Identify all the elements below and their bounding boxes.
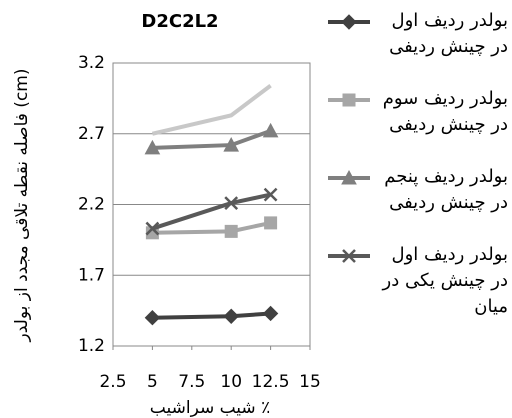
marker: [264, 216, 278, 230]
legend-marker: [342, 249, 356, 263]
marker: [223, 137, 240, 152]
marker: [224, 196, 239, 210]
x-tick-label: 2.5: [99, 372, 126, 392]
legend-label: بولدر ردیف اول در چینش یکی در میان: [382, 244, 508, 317]
x-tick-label: 12.5: [252, 372, 290, 392]
marker: [263, 187, 278, 202]
y-axis-label: فاصله نقطه تلاقی مجدد از بولدر (cm): [12, 69, 32, 343]
legend-label: بولدر ردیف اول در چینش ردیفی: [389, 10, 508, 57]
x-tick-label: 7.5: [178, 372, 205, 392]
series-line: [152, 311, 271, 320]
marker: [262, 305, 279, 322]
x-tick-label: 15: [299, 372, 321, 392]
marker: [144, 139, 161, 155]
marker: [224, 224, 238, 238]
legend-marker: [341, 169, 357, 185]
marker: [144, 309, 161, 326]
marker: [262, 122, 279, 138]
x-axis-label: شیب سراشیب ٪: [150, 398, 270, 418]
legend-label: بولدر ردیف سوم در چینش ردیفی: [382, 88, 508, 135]
legend-marker: [341, 14, 357, 30]
x-tick-label: 10: [220, 372, 242, 392]
y-tick-label: 1.2: [78, 336, 105, 356]
series-line: [151, 192, 272, 231]
x-tick-label: 5: [147, 372, 158, 392]
marker: [223, 308, 239, 324]
y-tick-label: 3.2: [78, 53, 105, 73]
y-tick-label: 2.2: [78, 195, 105, 215]
chart-title: D2C2L2: [141, 11, 218, 32]
y-tick-label: 2.7: [78, 124, 105, 144]
series-line: [151, 84, 272, 136]
y-tick-label: 1.7: [78, 265, 105, 285]
legend-marker: [342, 93, 356, 107]
marker: [145, 221, 160, 236]
legend-label: بولدر ردیف پنجم در چینش ردیفی: [384, 166, 508, 213]
